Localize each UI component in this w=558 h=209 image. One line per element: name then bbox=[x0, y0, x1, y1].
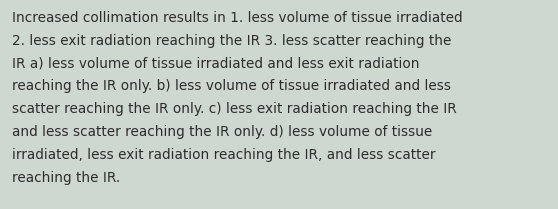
Text: irradiated, less exit radiation reaching the IR, and less scatter: irradiated, less exit radiation reaching… bbox=[12, 148, 435, 162]
Text: 2. less exit radiation reaching the IR 3. less scatter reaching the: 2. less exit radiation reaching the IR 3… bbox=[12, 34, 451, 48]
Text: scatter reaching the IR only. c) less exit radiation reaching the IR: scatter reaching the IR only. c) less ex… bbox=[12, 102, 457, 116]
Text: IR a) less volume of tissue irradiated and less exit radiation: IR a) less volume of tissue irradiated a… bbox=[12, 57, 420, 71]
Text: reaching the IR only. b) less volume of tissue irradiated and less: reaching the IR only. b) less volume of … bbox=[12, 79, 451, 93]
Text: Increased collimation results in 1. less volume of tissue irradiated: Increased collimation results in 1. less… bbox=[12, 11, 463, 25]
Text: and less scatter reaching the IR only. d) less volume of tissue: and less scatter reaching the IR only. d… bbox=[12, 125, 432, 139]
Text: reaching the IR.: reaching the IR. bbox=[12, 171, 121, 185]
